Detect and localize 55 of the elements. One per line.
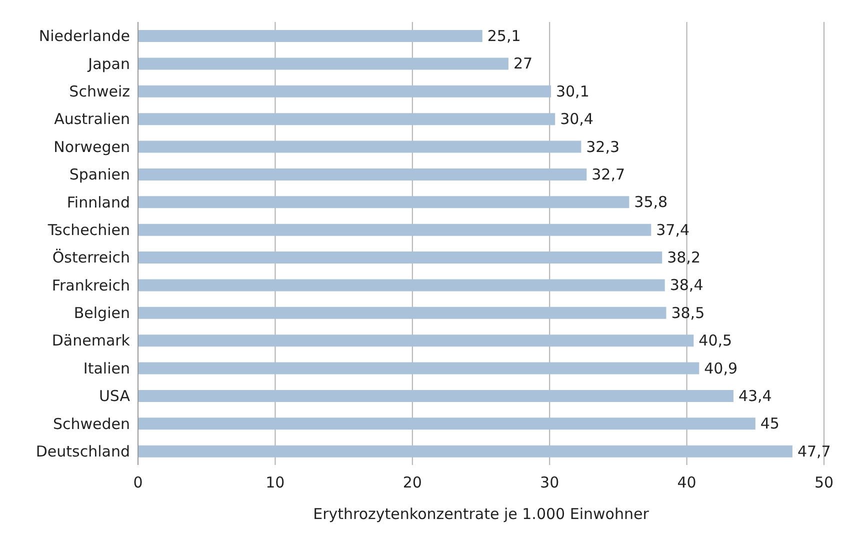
bar	[138, 113, 556, 126]
bar	[138, 224, 652, 236]
x-tick-label: 50	[814, 474, 834, 492]
y-tick-label: Österreich	[52, 248, 130, 267]
data-label: 30,4	[560, 110, 594, 128]
x-axis-title: Erythrozytenkonzentrate je 1.000 Einwohner	[313, 505, 650, 523]
y-tick-label: Tschechien	[46, 220, 130, 239]
data-label: 38,2	[667, 248, 701, 266]
bar	[138, 445, 792, 458]
y-tick-label: Finnland	[66, 193, 130, 212]
y-tick-label: Schweiz	[69, 82, 130, 101]
bar	[138, 85, 551, 98]
y-tick-label: Norwegen	[54, 138, 130, 156]
data-label: 32,3	[586, 138, 620, 156]
x-tick-label: 30	[540, 474, 560, 492]
data-label: 47,7	[797, 442, 831, 460]
data-label: 38,5	[671, 304, 705, 322]
data-label: 37,4	[656, 220, 690, 239]
bar	[138, 30, 482, 42]
y-tick-label: Dänemark	[52, 332, 130, 350]
x-tick-label: 0	[133, 474, 143, 492]
bar	[138, 168, 587, 180]
bar	[138, 279, 665, 292]
y-tick-label: Spanien	[69, 166, 130, 184]
data-label: 40,5	[698, 332, 732, 350]
y-tick-label: Italien	[83, 359, 130, 378]
bar	[138, 306, 666, 319]
bar	[138, 418, 756, 430]
data-label: 32,7	[592, 165, 626, 184]
x-tick-label: 20	[402, 474, 422, 492]
data-label: 35,8	[634, 193, 668, 212]
bar	[138, 140, 582, 153]
bar	[138, 390, 734, 402]
data-label: 45	[760, 414, 780, 433]
x-tick-label: 40	[677, 474, 696, 492]
data-label: 38,4	[670, 276, 704, 294]
y-tick-label: Australien	[54, 110, 130, 128]
data-label: 43,4	[738, 386, 772, 405]
data-label: 30,1	[556, 82, 590, 100]
y-tick-label: Japan	[87, 54, 130, 73]
data-label: 40,9	[704, 359, 738, 378]
bar	[138, 334, 694, 347]
y-tick-label: Frankreich	[52, 276, 130, 294]
y-tick-label: USA	[98, 387, 131, 406]
bar	[138, 196, 630, 208]
y-tick-label: Belgien	[74, 304, 130, 322]
bar	[138, 362, 700, 374]
bar	[138, 58, 508, 70]
y-tick-label: Deutschland	[36, 442, 130, 460]
data-label: 25,1	[487, 27, 521, 45]
bar	[138, 252, 662, 264]
y-tick-label: Schweden	[52, 414, 130, 433]
x-tick-label: 10	[266, 474, 285, 492]
data-label: 27	[513, 54, 533, 73]
y-tick-label: Niederlande	[38, 27, 130, 46]
